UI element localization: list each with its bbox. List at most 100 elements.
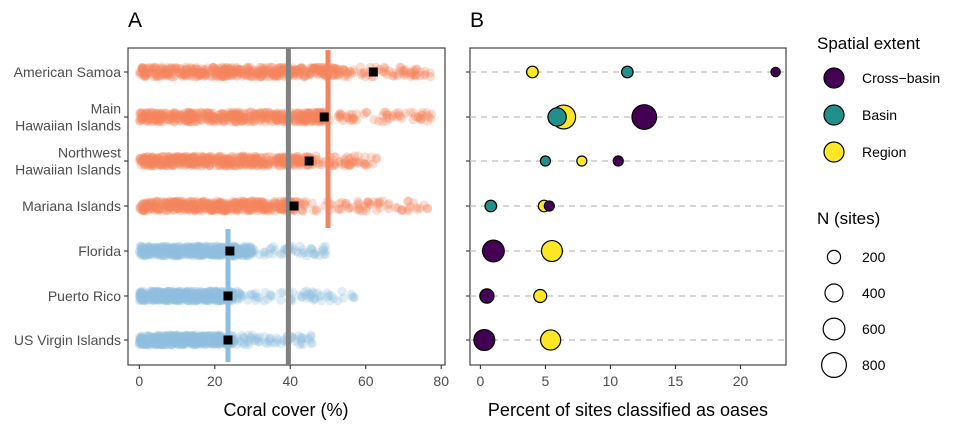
data-point bbox=[162, 62, 172, 73]
data-point bbox=[138, 68, 148, 78]
data-point bbox=[201, 107, 211, 117]
data-point bbox=[232, 152, 242, 162]
data-point bbox=[334, 157, 344, 167]
data-point bbox=[162, 69, 172, 79]
data-point bbox=[268, 69, 278, 80]
data-point bbox=[377, 67, 387, 77]
data-point bbox=[258, 68, 269, 78]
data-point bbox=[226, 66, 236, 76]
data-point bbox=[304, 67, 314, 77]
data-point bbox=[233, 204, 243, 214]
data-point bbox=[340, 65, 350, 76]
data-point bbox=[166, 69, 176, 79]
data-point bbox=[178, 72, 188, 82]
data-point bbox=[136, 68, 146, 78]
mean-marker-florida bbox=[225, 246, 235, 256]
data-point bbox=[259, 64, 269, 74]
data-point bbox=[161, 69, 171, 79]
data-point bbox=[384, 66, 394, 76]
data-point bbox=[200, 288, 211, 298]
data-point bbox=[192, 71, 202, 81]
data-point bbox=[359, 67, 369, 77]
data-point bbox=[264, 65, 274, 75]
data-point bbox=[184, 112, 194, 123]
panel-b-x-ticks: 0 5 10 15 20 bbox=[477, 365, 748, 389]
data-point bbox=[224, 66, 234, 76]
data-point bbox=[341, 67, 351, 77]
data-point bbox=[266, 243, 276, 253]
data-point bbox=[208, 63, 218, 73]
data-point bbox=[269, 67, 279, 77]
data-point bbox=[225, 71, 235, 81]
data-point bbox=[168, 197, 178, 207]
data-point bbox=[199, 71, 209, 81]
data-point bbox=[258, 71, 268, 81]
data-point bbox=[298, 245, 308, 255]
legend-size-circle-600 bbox=[822, 317, 846, 341]
data-point bbox=[217, 62, 227, 72]
data-point bbox=[252, 65, 262, 75]
data-point bbox=[187, 70, 197, 80]
data-point bbox=[211, 71, 221, 81]
data-point bbox=[342, 68, 353, 78]
data-point bbox=[146, 63, 156, 73]
data-point bbox=[348, 65, 359, 75]
data-point bbox=[156, 113, 166, 124]
data-point bbox=[156, 110, 166, 120]
data-point bbox=[194, 67, 204, 77]
data-point bbox=[271, 70, 281, 80]
data-point bbox=[191, 67, 201, 77]
data-point bbox=[344, 203, 355, 213]
data-point bbox=[273, 67, 283, 77]
data-point bbox=[411, 65, 421, 75]
data-point bbox=[135, 116, 145, 126]
data-point bbox=[393, 71, 403, 81]
data-point bbox=[197, 64, 207, 74]
data-point bbox=[216, 70, 226, 80]
data-point bbox=[252, 67, 263, 77]
data-point bbox=[222, 62, 232, 72]
data-point bbox=[228, 70, 238, 80]
data-point bbox=[168, 72, 178, 82]
legend-size-circle-200 bbox=[826, 249, 842, 265]
data-point bbox=[328, 63, 338, 73]
data-point bbox=[141, 67, 151, 77]
data-point bbox=[244, 71, 254, 81]
x-tick-label-60: 60 bbox=[358, 373, 374, 389]
data-point bbox=[204, 109, 214, 119]
data-point bbox=[209, 68, 219, 78]
data-point bbox=[198, 67, 208, 77]
data-point bbox=[211, 65, 221, 75]
data-point bbox=[410, 71, 420, 81]
data-point bbox=[292, 68, 302, 78]
data-point bbox=[152, 71, 162, 81]
data-point bbox=[353, 158, 363, 168]
legend-swatch-region bbox=[823, 141, 845, 163]
data-point bbox=[334, 109, 344, 120]
data-point bbox=[140, 295, 150, 305]
data-point bbox=[296, 63, 306, 73]
data-point bbox=[137, 112, 147, 122]
data-point bbox=[260, 66, 270, 76]
data-point bbox=[135, 69, 145, 79]
x-tick-label-0: 0 bbox=[135, 373, 143, 389]
data-point bbox=[166, 63, 176, 73]
data-point bbox=[155, 72, 166, 82]
legend-swatch-basin bbox=[823, 104, 845, 126]
data-point bbox=[276, 63, 286, 73]
data-point bbox=[220, 63, 231, 73]
y-tick-label-line: Hawaiian Islands bbox=[15, 118, 121, 134]
data-point bbox=[191, 63, 201, 73]
point-region-florida bbox=[540, 239, 563, 263]
data-point bbox=[300, 71, 310, 81]
data-point bbox=[267, 110, 277, 120]
data-point bbox=[220, 71, 230, 82]
data-point bbox=[166, 63, 176, 73]
data-point bbox=[387, 71, 398, 81]
data-point bbox=[271, 65, 281, 75]
data-point bbox=[195, 67, 205, 77]
data-point bbox=[140, 70, 150, 80]
data-point bbox=[362, 107, 372, 117]
data-point bbox=[411, 70, 421, 80]
data-point bbox=[275, 66, 285, 76]
